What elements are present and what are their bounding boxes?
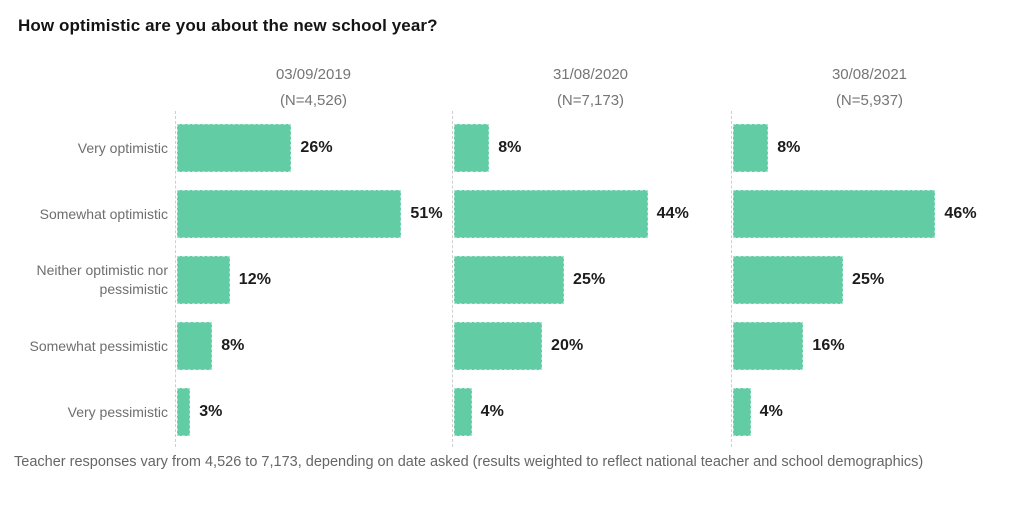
bar-value-label: 12% [238,271,272,288]
panel-date: 31/08/2020 [552,66,629,83]
plot-area: Very optimistic Somewhat optimistic Neithe… [0,111,1024,447]
bar [733,190,936,238]
bar [454,322,542,370]
panel-sample-size: (N=5,937) [835,92,904,110]
bar [454,190,648,238]
bar [177,256,230,304]
bar-row: 25% [731,247,1011,313]
bar-row: 20% [452,313,732,379]
panel-header-2021: 30/08/2021 (N=5,937) [731,62,1008,115]
bar-row: 44% [452,181,732,247]
category-label: Neither optimistic nor pessimistic [36,262,169,297]
bar [454,124,490,172]
bar-row: 4% [731,379,1011,445]
bar-row: 12% [175,247,455,313]
bar-row: 26% [175,115,455,181]
bar-rows: 8% 46% 25% 16% 4% [731,115,1011,445]
bar [177,124,292,172]
panel-date: 30/08/2021 [831,66,908,83]
bar-value-label: 8% [777,139,801,156]
footnote: Teacher responses vary from 4,526 to 7,1… [14,454,924,470]
bar [177,190,402,238]
category-label: Somewhat optimistic [39,205,168,222]
category-label: Very pessimistic [67,403,168,420]
bar-row: 51% [175,181,455,247]
bar [177,388,191,436]
axis-line [452,111,453,447]
panel-2021: 8% 46% 25% 16% 4% [731,111,1011,447]
bar-row: 8% [175,313,455,379]
bar-value-label: 46% [944,205,977,222]
axis-line [175,111,176,447]
bar [733,388,751,436]
bar-value-label: 25% [852,271,885,288]
bar-value-label: 4% [759,403,783,420]
bar-value-label: 26% [300,139,333,156]
bar-value-label: 8% [498,139,522,156]
chart-title: How optimistic are you about the new sch… [18,16,438,35]
bar [454,256,564,304]
axis-line [731,111,732,447]
bar-value-label: 3% [199,403,223,420]
panel-date: 03/09/2019 [275,66,352,83]
bar [454,388,472,436]
bar [733,124,769,172]
bar [733,322,804,370]
bar-row: 46% [731,181,1011,247]
bar-row: 3% [175,379,455,445]
bar-value-label: 16% [812,337,845,354]
bar-rows: 8% 44% 25% 20% 4% [452,115,732,445]
panel-header-2019: 03/09/2019 (N=4,526) [175,62,452,115]
bar-value-label: 51% [410,205,443,222]
bar-value-label: 8% [221,337,245,354]
bar [733,256,843,304]
bar-row: 8% [452,115,732,181]
bar-value-label: 4% [480,403,504,420]
panel-2020: 8% 44% 25% 20% 4% [452,111,732,447]
bar-value-label: 44% [656,205,689,222]
panel-sample-size: (N=4,526) [279,92,348,110]
bar-rows: 26% 51% 12% 8% 3% [175,115,455,445]
panel-header-2020: 31/08/2020 (N=7,173) [452,62,729,115]
bar-row: 25% [452,247,732,313]
bar-row: 16% [731,313,1011,379]
bar-value-label: 25% [573,271,606,288]
bar-row: 8% [731,115,1011,181]
panel-sample-size: (N=7,173) [556,92,625,110]
category-label: Very optimistic [77,139,168,156]
bar [177,322,213,370]
panel-2019: 26% 51% 12% 8% 3% [175,111,455,447]
bar-row: 4% [452,379,732,445]
category-labels: Very optimistic Somewhat optimistic Neithe… [0,115,169,445]
bar-value-label: 20% [551,337,584,354]
category-label: Somewhat pessimistic [29,337,169,354]
